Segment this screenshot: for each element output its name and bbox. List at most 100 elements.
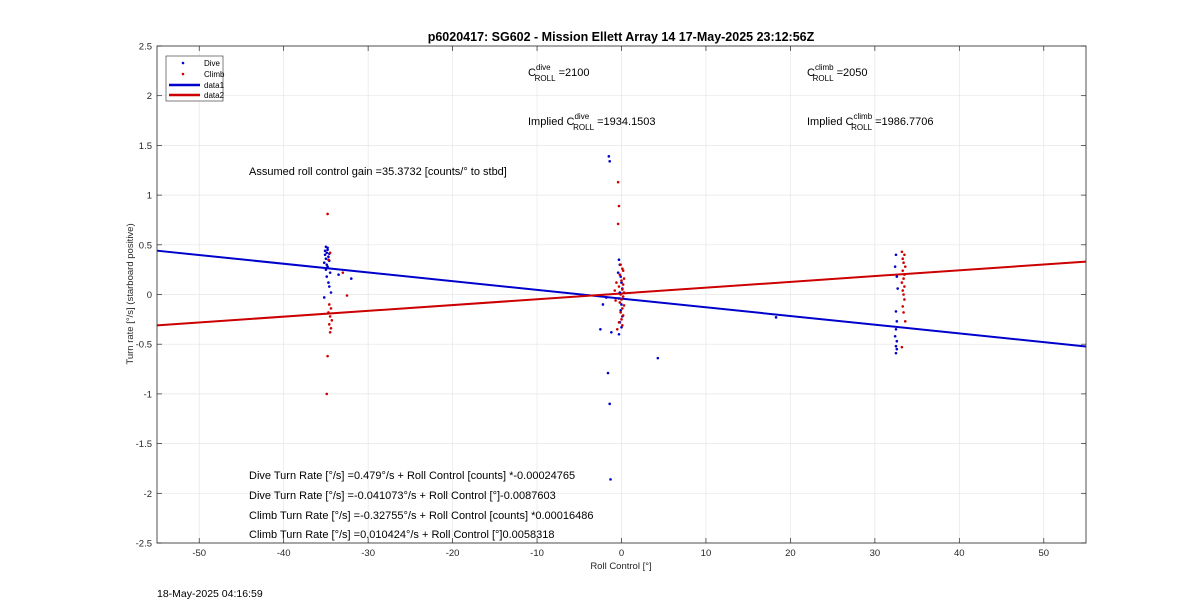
climb-point: [621, 307, 624, 310]
x-axis-ticks: -50 -40 -30 -20 -10 0 10 20 30 40 50: [192, 46, 1049, 559]
y-tick-label: 1.5: [139, 141, 152, 152]
climb-point: [903, 265, 907, 268]
climb-point: [901, 257, 905, 261]
fit-line-data2: [156, 260, 1087, 327]
climb-point: [328, 251, 332, 255]
climb-point: [617, 285, 621, 288]
x-tick-label: 50: [1038, 548, 1049, 559]
climb-point: [615, 281, 618, 284]
dive-point: [328, 271, 332, 274]
implied-c-roll-dive-annotation: Implied Cdive ROLL =1934.1503: [528, 112, 656, 132]
climb-point: [327, 323, 331, 326]
dive-point: [610, 330, 613, 334]
x-axis-label: Roll Control [°]: [590, 561, 651, 572]
x-tick-label: -10: [530, 548, 544, 559]
climb-point: [341, 271, 345, 274]
climb-point: [900, 250, 904, 254]
data-points: [322, 155, 907, 481]
climb-point: [619, 311, 622, 314]
dive-point: [893, 334, 897, 338]
y-tick-label: 0: [147, 290, 152, 301]
climb-point: [902, 311, 905, 314]
climb-point: [901, 289, 905, 292]
climb-point: [615, 327, 619, 331]
climb-point: [327, 258, 330, 262]
climb-point: [618, 301, 622, 304]
climb-point: [617, 204, 621, 208]
dive-point: [894, 351, 898, 355]
climb-point: [621, 295, 625, 298]
climb-point: [326, 212, 329, 216]
x-tick-label: 10: [701, 548, 712, 559]
y-tick-label: -2.5: [136, 539, 152, 550]
legend-dive-marker: [181, 61, 185, 65]
dive-point: [617, 258, 621, 262]
dive-point: [609, 478, 612, 481]
y-tick-label: 0.5: [139, 240, 152, 251]
dive-point: [620, 281, 623, 284]
climb-point: [620, 279, 623, 282]
dive-point: [617, 297, 621, 300]
dive-point: [325, 251, 329, 255]
climb-point: [616, 222, 620, 226]
climb-point: [328, 315, 332, 318]
climb-point: [620, 318, 623, 321]
x-tick-label: -20: [446, 548, 460, 559]
footer-timestamp: 18-May-2025 04:16:59: [157, 588, 263, 600]
dive-point: [329, 291, 333, 294]
climb-point: [902, 261, 905, 264]
dive-point: [619, 309, 622, 312]
roll-gain-annotation: Assumed roll control gain =35.3732 [coun…: [249, 166, 507, 178]
climb-point: [613, 289, 617, 292]
legend-dive-label: Dive: [204, 59, 221, 68]
climb-point: [326, 354, 329, 358]
climb-point: [621, 283, 625, 286]
x-tick-label: 40: [954, 548, 965, 559]
climb-point: [618, 273, 622, 276]
dive-point: [620, 303, 623, 306]
chart-title: p6020417: SG602 - Mission Ellett Array 1…: [428, 30, 815, 44]
dive-point: [618, 291, 622, 294]
climb-point: [328, 330, 332, 334]
legend-data2-label: data2: [204, 91, 225, 100]
climb-point: [621, 269, 625, 272]
climb-point: [620, 298, 623, 301]
dive-point: [323, 249, 327, 253]
climb-point: [622, 291, 626, 294]
climb-point: [617, 321, 621, 324]
dive-point: [327, 281, 330, 284]
y-tick-label: 1: [147, 191, 152, 202]
climb-point: [621, 267, 624, 270]
dive-point: [327, 285, 331, 288]
dive-point: [326, 265, 329, 268]
dive-point: [326, 248, 329, 252]
dive-equation-counts: Dive Turn Rate [°/s] =0.479°/s + Roll Co…: [249, 470, 575, 482]
climb-point: [616, 180, 620, 184]
dive-point: [894, 327, 898, 331]
climb-point: [903, 320, 907, 323]
legend-box: [165, 55, 224, 102]
x-tick-label: -50: [192, 548, 206, 559]
dive-point: [774, 316, 778, 319]
dive-point: [326, 246, 329, 250]
dive-point: [349, 277, 353, 280]
climb-point: [327, 303, 331, 306]
dive-point: [620, 326, 623, 329]
x-tick-label: 0: [619, 548, 624, 559]
dive-point: [608, 160, 611, 163]
dive-point: [607, 155, 611, 158]
climb-point: [903, 253, 906, 257]
dive-point: [616, 271, 620, 274]
dive-point: [608, 402, 611, 406]
legend-climb-label: Climb: [204, 70, 225, 79]
x-tick-label: 30: [870, 548, 881, 559]
implied-c-roll-climb-annotation: Implied Cclimb ROLL =1986.7706: [807, 112, 934, 132]
climb-point: [901, 269, 905, 272]
dive-point: [337, 273, 340, 276]
y-tick-label: -1.5: [136, 439, 152, 450]
y-tick-label: 2: [147, 91, 152, 102]
climb-point: [622, 304, 626, 307]
climb-point: [902, 277, 905, 280]
climb-point: [902, 293, 905, 296]
dive-point: [895, 320, 899, 323]
